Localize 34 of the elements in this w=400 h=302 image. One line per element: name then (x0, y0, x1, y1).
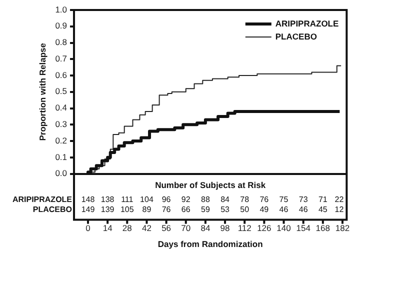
x-tick-label: 98 (220, 223, 230, 234)
text: Number of Subjects at Risk (155, 180, 266, 190)
text: PLACEBO (32, 205, 72, 214)
y-axis-title: Proportion with Relapse (37, 42, 48, 141)
y-tick-label: 0.2 (55, 135, 68, 146)
x-tick-label: 70 (181, 223, 191, 234)
legend-label: ARIPIPRAZOLE (275, 18, 340, 28)
y-tick-label: 0.4 (55, 102, 68, 113)
text: ARIPIPRAZOLE (12, 195, 72, 204)
x-tick-label: 154 (296, 223, 311, 234)
y-tick-label: 0.3 (55, 119, 68, 130)
y-tick-label: 0.0 (55, 168, 68, 178)
x-tick-label: 14 (102, 223, 113, 234)
x-tick-label: 126 (257, 223, 272, 234)
x-axis-title: Days from Randomization (158, 239, 263, 250)
x-tick-label: 140 (276, 223, 292, 234)
y-tick-label: 0.8 (55, 37, 68, 48)
x-tick-label: 56 (162, 223, 172, 234)
legend-label: PLACEBO (275, 31, 318, 42)
x-tick-label: 0 (86, 223, 91, 234)
y-tick-label: 0.6 (55, 70, 68, 80)
x-tick-label: 28 (122, 223, 132, 234)
x-tick-label: 168 (316, 223, 330, 234)
x-tick-label: 182 (335, 223, 350, 234)
y-tick-label: 0.1 (55, 152, 68, 162)
y-tick-label: 0.5 (55, 86, 68, 96)
text: 148 138 111 104 96 92 88 84 78 76 75 73 71 22 (81, 195, 344, 204)
x-tick-label: 112 (238, 223, 252, 234)
x-tick-label: 42 (142, 223, 152, 234)
y-tick-label: 0.7 (55, 53, 68, 64)
y-tick-label: 1.0 (55, 4, 68, 14)
x-tick-label: 84 (200, 223, 210, 234)
text: 149 139 105 89 76 66 59 53 50 49 46 46 45 12 (81, 205, 344, 214)
y-tick-label: 0.9 (55, 20, 68, 31)
